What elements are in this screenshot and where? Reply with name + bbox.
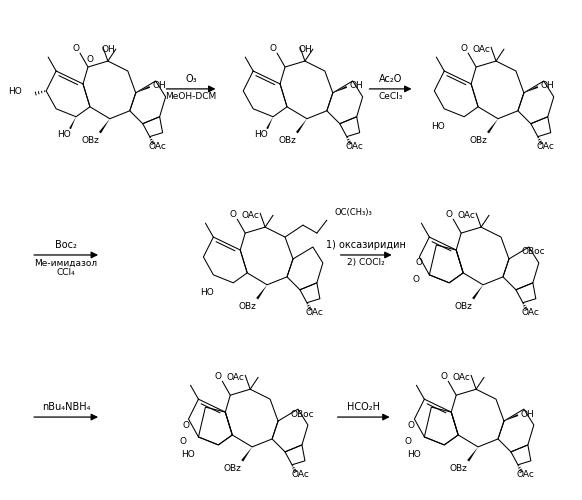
Text: 1) оксазиридин: 1) оксазиридин (326, 240, 406, 250)
Text: OBoc: OBoc (290, 410, 314, 418)
Text: O₃: O₃ (185, 74, 197, 84)
Text: CeCl₃: CeCl₃ (378, 92, 403, 102)
Polygon shape (241, 447, 252, 462)
Polygon shape (266, 116, 273, 129)
Text: O: O (416, 258, 423, 268)
Text: O: O (441, 372, 448, 381)
Polygon shape (296, 118, 307, 134)
Text: HO: HO (201, 288, 214, 298)
Text: OC(CH₃)₃: OC(CH₃)₃ (335, 208, 372, 216)
Polygon shape (504, 414, 519, 421)
Text: O: O (182, 420, 189, 430)
Polygon shape (333, 86, 347, 93)
Text: Me-имидазол: Me-имидазол (34, 258, 98, 268)
Text: OBz: OBz (449, 464, 467, 473)
Text: OAc: OAc (346, 142, 364, 151)
Text: OH: OH (521, 410, 535, 418)
Text: 2) COCl₂: 2) COCl₂ (347, 258, 385, 268)
Text: O: O (87, 54, 94, 64)
Text: OAc: OAc (242, 210, 259, 220)
Text: O: O (405, 438, 412, 446)
Text: OBz: OBz (278, 136, 296, 145)
Text: O: O (461, 44, 468, 52)
Text: MeOH-DCM: MeOH-DCM (165, 92, 217, 102)
Polygon shape (136, 86, 150, 93)
Text: HO: HO (182, 450, 196, 460)
Text: HO: HO (57, 130, 71, 139)
Text: OBz: OBz (238, 302, 256, 311)
Text: OH: OH (152, 82, 166, 90)
Text: OAc: OAc (522, 308, 540, 317)
Text: HO: HO (431, 122, 445, 131)
Text: CCl₄: CCl₄ (56, 268, 76, 278)
Text: nBu₄NBH₄: nBu₄NBH₄ (42, 402, 90, 412)
Text: HCO₂H: HCO₂H (347, 402, 380, 412)
Text: OAc: OAc (517, 470, 535, 479)
Text: O: O (215, 372, 222, 381)
Text: OAc: OAc (226, 373, 244, 382)
Text: OBz: OBz (81, 136, 99, 145)
Text: HO: HO (407, 450, 421, 460)
Text: Ac₂O: Ac₂O (379, 74, 402, 84)
Polygon shape (472, 285, 483, 300)
Text: OAc: OAc (149, 142, 166, 151)
Polygon shape (69, 116, 76, 129)
Text: OBoc: OBoc (521, 248, 545, 256)
Polygon shape (467, 447, 478, 462)
Text: O: O (73, 44, 80, 52)
Text: HO: HO (254, 130, 268, 139)
Text: O: O (269, 44, 276, 52)
Text: OAc: OAc (291, 470, 309, 479)
Text: OBz: OBz (223, 464, 241, 473)
Text: O: O (179, 438, 186, 446)
Text: OH: OH (350, 82, 364, 90)
Text: OH: OH (101, 44, 115, 54)
Text: O: O (230, 210, 237, 218)
Text: O: O (413, 276, 420, 284)
Text: O: O (446, 210, 453, 218)
Text: HO: HO (9, 88, 22, 96)
Text: Boc₂: Boc₂ (55, 240, 77, 250)
Text: OAc: OAc (537, 142, 555, 151)
Text: O: O (408, 420, 415, 430)
Text: OAc: OAc (457, 210, 475, 220)
Polygon shape (524, 86, 538, 93)
Text: OAc: OAc (452, 373, 470, 382)
Text: OAc: OAc (472, 44, 490, 54)
Polygon shape (99, 118, 110, 134)
Text: OH: OH (541, 82, 555, 90)
Polygon shape (256, 285, 267, 300)
Text: OBz: OBz (454, 302, 472, 311)
Text: OAc: OAc (306, 308, 324, 317)
Text: OH: OH (298, 44, 312, 54)
Polygon shape (487, 118, 498, 134)
Text: OBz: OBz (469, 136, 487, 145)
